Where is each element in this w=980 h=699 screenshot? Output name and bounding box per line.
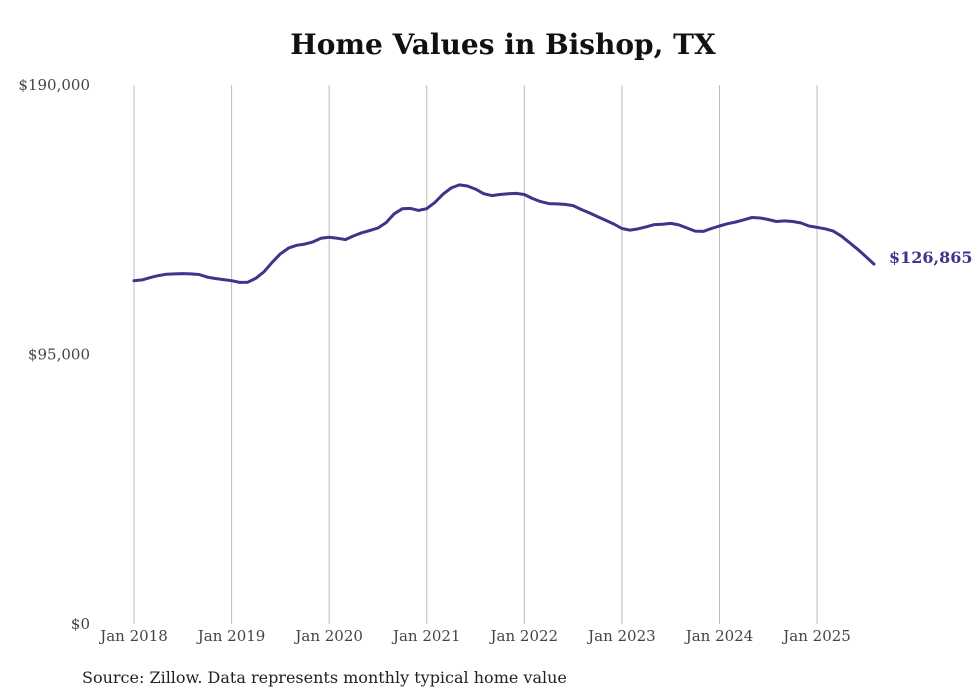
y-tick-label: $95,000: [28, 346, 90, 364]
x-tick-label: Jan 2018: [98, 627, 168, 645]
y-tick-label: $0: [71, 615, 90, 633]
x-tick-label: Jan 2023: [586, 627, 656, 645]
home-value-line: [132, 183, 876, 284]
x-tick-label: Jan 2022: [489, 627, 559, 645]
source-note: Source: Zillow. Data represents monthly …: [82, 668, 567, 687]
end-value-label: $126,865: [889, 248, 973, 267]
x-axis-ticks: Jan 2018 Jan 2019 Jan 2020 Jan 2021 Jan 2022…: [98, 627, 851, 645]
chart-title: Home Values in Bishop, TX: [290, 28, 716, 61]
x-tick-label: Jan 2021: [391, 627, 461, 645]
x-tick-label: Jan 2024: [684, 627, 754, 645]
x-tick-label: Jan 2020: [293, 627, 363, 645]
y-axis-ticks: $190,000 $95,000 $0: [18, 76, 90, 633]
y-tick-label: $190,000: [18, 76, 90, 94]
x-tick-label: Jan 2019: [196, 627, 266, 645]
x-tick-label: Jan 2025: [781, 627, 851, 645]
gridlines: [133, 85, 818, 624]
